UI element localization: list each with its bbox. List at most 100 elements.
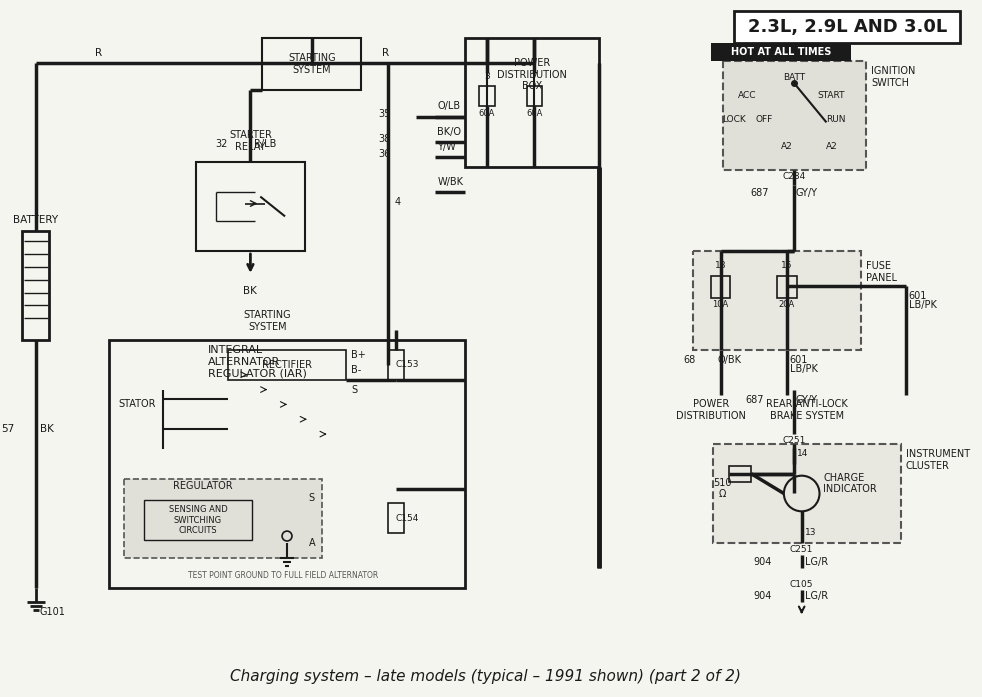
Text: REGULATOR: REGULATOR: [173, 481, 233, 491]
Text: 904: 904: [753, 592, 772, 602]
Text: C251: C251: [782, 436, 805, 445]
Text: B+: B+: [352, 350, 366, 360]
Text: LG/R: LG/R: [804, 557, 828, 567]
Text: ACC: ACC: [738, 91, 756, 100]
Bar: [526, 86, 542, 105]
Bar: [711, 43, 851, 61]
Text: RUN: RUN: [827, 116, 846, 125]
Text: OFF: OFF: [755, 116, 773, 125]
Text: STARTING
SYSTEM: STARTING SYSTEM: [288, 53, 336, 75]
Text: GY/Y: GY/Y: [795, 395, 818, 404]
Text: POWER
DISTRIBUTION: POWER DISTRIBUTION: [676, 399, 745, 421]
Text: 687: 687: [745, 395, 764, 404]
Text: LB/PK: LB/PK: [790, 364, 818, 374]
Bar: [711, 276, 731, 298]
Text: W/BK: W/BK: [437, 176, 464, 187]
Text: 687: 687: [750, 187, 769, 198]
Text: 15: 15: [781, 261, 792, 270]
Text: SENSING AND
SWITCHING
CIRCUITS: SENSING AND SWITCHING CIRCUITS: [169, 505, 227, 535]
Text: S: S: [352, 385, 357, 395]
Text: INTEGRAL
ALTERNATOR
REGULATOR (IAR): INTEGRAL ALTERNATOR REGULATOR (IAR): [208, 345, 306, 378]
Text: GY/Y: GY/Y: [795, 187, 818, 198]
Text: 60A: 60A: [526, 109, 543, 118]
Text: Charging system – late models (typical – 1991 shown) (part 2 of 2): Charging system – late models (typical –…: [231, 668, 741, 684]
Text: R: R: [382, 48, 390, 58]
Text: A2: A2: [781, 142, 792, 151]
Text: 38: 38: [379, 134, 391, 144]
Bar: [109, 340, 465, 588]
Bar: [262, 38, 361, 90]
Text: B-: B-: [352, 365, 361, 375]
Text: 36: 36: [379, 149, 391, 159]
Text: LB/PK: LB/PK: [908, 300, 937, 310]
Text: 35: 35: [379, 109, 391, 119]
Bar: [465, 38, 599, 167]
Text: BK/O: BK/O: [437, 127, 462, 137]
Bar: [124, 479, 322, 558]
Text: BATT: BATT: [783, 73, 805, 82]
Text: BK: BK: [39, 424, 53, 434]
Text: TEST POINT GROUND TO FULL FIELD ALTERNATOR: TEST POINT GROUND TO FULL FIELD ALTERNAT…: [188, 571, 378, 580]
Text: R: R: [95, 48, 102, 58]
Text: RECTIFIER: RECTIFIER: [262, 360, 312, 370]
Text: A2: A2: [826, 142, 838, 151]
Text: 20A: 20A: [779, 300, 795, 309]
Text: 3: 3: [484, 72, 490, 81]
Text: START: START: [818, 91, 846, 100]
Bar: [723, 61, 866, 170]
Text: R/LB: R/LB: [254, 139, 277, 149]
Text: 904: 904: [753, 557, 772, 567]
Text: FUSE
PANEL: FUSE PANEL: [866, 261, 897, 282]
Bar: [196, 162, 304, 251]
Text: REAR ANTI-LOCK
BRAKE SYSTEM: REAR ANTI-LOCK BRAKE SYSTEM: [766, 399, 847, 421]
Text: 32: 32: [215, 139, 228, 149]
Text: HOT AT ALL TIMES: HOT AT ALL TIMES: [731, 47, 831, 57]
Text: 14: 14: [796, 449, 808, 458]
Text: CHARGE
INDICATOR: CHARGE INDICATOR: [824, 473, 877, 494]
Text: C154: C154: [396, 514, 419, 523]
Text: O/BK: O/BK: [718, 355, 741, 365]
Text: 510
Ω: 510 Ω: [713, 477, 732, 499]
Bar: [388, 350, 404, 380]
Text: 2.3L, 2.9L AND 3.0L: 2.3L, 2.9L AND 3.0L: [747, 18, 947, 36]
Text: C251: C251: [790, 545, 813, 554]
Text: 13: 13: [804, 528, 816, 537]
Text: POWER
DISTRIBUTION
BOX: POWER DISTRIBUTION BOX: [497, 58, 567, 91]
Text: STATOR: STATOR: [119, 399, 156, 409]
Bar: [143, 500, 252, 540]
Text: LOCK: LOCK: [723, 116, 746, 125]
Text: C105: C105: [790, 580, 813, 588]
Text: G101: G101: [39, 607, 66, 618]
Text: O/LB: O/LB: [437, 102, 461, 112]
Text: BK: BK: [244, 286, 257, 296]
Text: S: S: [308, 493, 315, 503]
Bar: [693, 251, 861, 350]
Text: C284: C284: [782, 172, 805, 181]
Text: A: A: [308, 538, 315, 548]
Text: LG/R: LG/R: [804, 592, 828, 602]
Text: 60A: 60A: [479, 109, 495, 118]
Text: 18: 18: [715, 261, 727, 270]
Bar: [730, 466, 751, 482]
Text: 601: 601: [790, 355, 808, 365]
Text: 57: 57: [2, 424, 15, 434]
Text: C153: C153: [396, 360, 419, 369]
Text: STARTER
RELAY: STARTER RELAY: [229, 130, 272, 152]
Text: BATTERY: BATTERY: [13, 215, 58, 225]
Text: 4: 4: [395, 197, 401, 206]
Bar: [228, 350, 347, 380]
Bar: [388, 503, 404, 533]
Text: 601: 601: [908, 291, 927, 300]
Bar: [735, 11, 960, 43]
Text: Y/W: Y/W: [437, 142, 457, 152]
Text: IGNITION
SWITCH: IGNITION SWITCH: [871, 66, 915, 88]
Text: 7: 7: [531, 72, 537, 81]
Bar: [777, 276, 796, 298]
Bar: [479, 86, 495, 105]
Bar: [713, 444, 900, 543]
Text: 10A: 10A: [712, 300, 729, 309]
Text: 68: 68: [683, 355, 696, 365]
Bar: [22, 231, 49, 340]
Text: STARTING
SYSTEM: STARTING SYSTEM: [244, 310, 291, 332]
Text: INSTRUMENT
CLUSTER: INSTRUMENT CLUSTER: [905, 449, 970, 470]
